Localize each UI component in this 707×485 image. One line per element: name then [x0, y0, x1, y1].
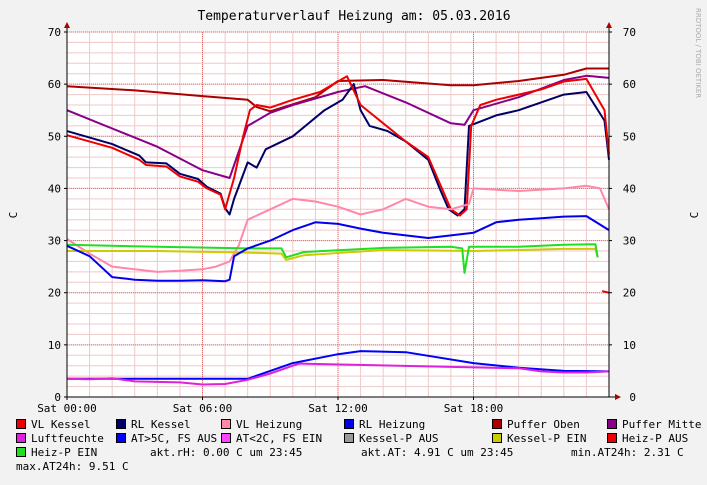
- legend-swatch: [607, 419, 617, 429]
- y-tick-label-right: 60: [623, 78, 636, 91]
- series-line-at_gt5: [67, 350, 610, 380]
- x-tick-label: Sat 18:00: [444, 402, 504, 415]
- info-max-at24h: max.AT24h: 9.51 C: [16, 460, 129, 473]
- y-tick-label-right: 30: [623, 235, 636, 248]
- y-tick-label-left: 40: [48, 182, 61, 195]
- series-line-heiz_p_ein: [66, 243, 599, 274]
- y-axis-label-left: C: [7, 212, 20, 219]
- legend-label: VL Kessel: [31, 418, 91, 431]
- x-axis-arrow: [615, 394, 621, 400]
- y-tick-label-left: 10: [48, 339, 61, 352]
- legend-swatch: [16, 419, 26, 429]
- series-line-vl_kessel: [66, 75, 610, 217]
- legend-item-vl-heizung: VL Heizung: [221, 418, 302, 431]
- y-tick-label-left: 70: [48, 26, 61, 39]
- legend-item-rl-heizung: RL Heizung: [344, 418, 425, 431]
- legend-label: Heiz-P AUS: [622, 432, 689, 445]
- legend-swatch: [116, 419, 126, 429]
- legend-row: max.AT24h: 9.51 C: [16, 460, 706, 474]
- legend-label: RL Kessel: [131, 418, 191, 431]
- legend-swatch: [344, 419, 354, 429]
- series-line-rl_kessel: [66, 83, 610, 217]
- y-tick-label-right: 50: [623, 130, 636, 143]
- legend-item-heiz-p-ein: Heiz-P EIN: [16, 446, 97, 459]
- legend-row: VL Kessel RL Kessel VL Heizung RL Heizung Pu…: [16, 418, 706, 432]
- x-tick-label: Sat 06:00: [173, 402, 233, 415]
- legend-label: VL Heizung: [236, 418, 303, 431]
- legend-swatch: [16, 433, 26, 443]
- series-line-heiz_p_aus: [601, 290, 610, 294]
- series-line-puffer_mitte: [66, 74, 610, 179]
- legend-label: RL Heizung: [359, 418, 426, 431]
- legend-item-kessel-p-ein: Kessel-P EIN: [492, 432, 586, 445]
- legend-item-kessel-p-aus: Kessel-P AUS: [344, 432, 438, 445]
- y-tick-label-right: 40: [623, 182, 636, 195]
- series-line-vl_heizung: [66, 184, 610, 273]
- legend-item-at-5c-fs-aus: AT>5C, FS AUS: [116, 432, 217, 445]
- y-tick-label-right: 20: [623, 287, 636, 300]
- series-layer: [66, 67, 610, 386]
- y-tick-label-left: 0: [54, 391, 61, 404]
- y-tick-label-right: 10: [623, 339, 636, 352]
- chart-title: Temperaturverlauf Heizung am: 05.03.2016: [197, 9, 510, 24]
- legend-item-puffer-oben: Puffer Oben: [492, 418, 580, 431]
- legend-item-heiz-p-aus: Heiz-P AUS: [607, 432, 688, 445]
- y-tick-label-right: 70: [623, 26, 636, 39]
- series-line-luftfeuchte: [66, 362, 610, 386]
- y-tick-label-left: 60: [48, 78, 61, 91]
- info-akt-rh: akt.rH: 0.00 C um 23:45: [150, 446, 303, 459]
- legend-label: Puffer Oben: [507, 418, 580, 431]
- x-tick-label: Sat 00:00: [37, 402, 97, 415]
- series-line-kessel_p_ein: [67, 247, 599, 261]
- legend-swatch: [116, 433, 126, 443]
- legend-row: Heiz-P EIN akt.rH: 0.00 C um 23:45 akt.A…: [16, 446, 706, 460]
- y-tick-label-left: 20: [48, 287, 61, 300]
- legend-item-vl-kessel: VL Kessel: [16, 418, 91, 431]
- grid: [66, 31, 610, 398]
- info-akt-at: akt.AT: 4.91 C um 23:45: [361, 446, 514, 459]
- legend-label: Kessel-P EIN: [507, 432, 587, 445]
- legend-label: Kessel-P AUS: [359, 432, 439, 445]
- axes: 0 0 10 10 20 20 30 30 40 40 50 50 60 60 70 70 Sat 00:00 S…: [37, 22, 636, 415]
- y-tick-label-right: 0: [629, 391, 636, 404]
- y-axis-arrow-left: [64, 22, 70, 28]
- y-axis-label-right: C: [688, 212, 701, 219]
- legend-row: Luftfeuchte AT>5C, FS AUS AT<2C, FS EIN Kes…: [16, 432, 706, 446]
- legend-label: Puffer Mitte: [622, 418, 702, 431]
- legend-item-at-2c-fs-ein: AT<2C, FS EIN: [221, 432, 322, 445]
- legend-swatch: [344, 433, 354, 443]
- legend: VL Kessel RL Kessel VL Heizung RL Heizung Pu…: [16, 418, 706, 474]
- legend-label: AT<2C, FS EIN: [236, 432, 323, 445]
- legend-label: Heiz-P EIN: [31, 446, 98, 459]
- series-line-rl_heizung: [66, 215, 610, 283]
- info-min-at24h: min.AT24h: 2.31 C: [571, 446, 684, 459]
- legend-label: Luftfeuchte: [31, 432, 104, 445]
- x-tick-label: Sat 12:00: [308, 402, 368, 415]
- legend-swatch: [492, 433, 502, 443]
- legend-swatch: [221, 419, 231, 429]
- legend-swatch: [492, 419, 502, 429]
- y-tick-label-left: 50: [48, 130, 61, 143]
- y-axis-arrow-right: [606, 22, 612, 28]
- legend-item-luftfeuchte: Luftfeuchte: [16, 432, 104, 445]
- legend-swatch: [16, 447, 26, 457]
- watermark: RRDTOOL / TOBI OETIKER: [694, 8, 702, 98]
- legend-item-puffer-mitte: Puffer Mitte: [607, 418, 701, 431]
- legend-swatch: [221, 433, 231, 443]
- y-tick-label-left: 30: [48, 235, 61, 248]
- legend-item-rl-kessel: RL Kessel: [116, 418, 191, 431]
- legend-swatch: [607, 433, 617, 443]
- legend-label: AT>5C, FS AUS: [131, 432, 218, 445]
